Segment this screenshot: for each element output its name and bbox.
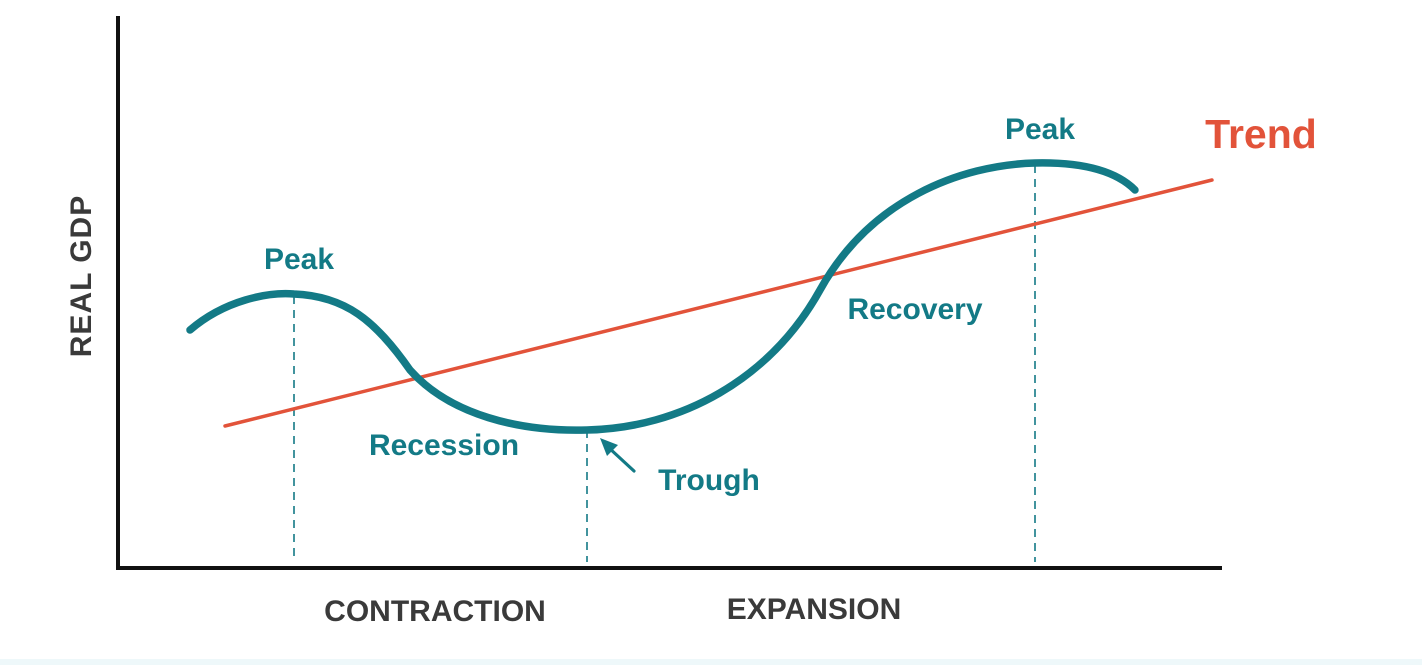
expansion-label: EXPANSION — [727, 593, 901, 626]
recession-label: Recession — [369, 429, 519, 462]
y-axis-label: REAL GDP — [65, 195, 98, 357]
trend-line — [223, 178, 1214, 428]
bottom-strip — [0, 659, 1422, 665]
trough-arrowhead-icon — [600, 438, 618, 456]
peak-left-label: Peak — [264, 243, 334, 276]
business-cycle-curve — [186, 159, 1139, 434]
trough-label: Trough — [658, 464, 760, 497]
recovery-label: Recovery — [847, 293, 982, 326]
contraction-label: CONTRACTION — [324, 595, 546, 628]
peak-right-label: Peak — [1005, 113, 1075, 146]
trend-label: Trend — [1205, 111, 1317, 157]
trough-arrow-icon — [606, 445, 636, 473]
